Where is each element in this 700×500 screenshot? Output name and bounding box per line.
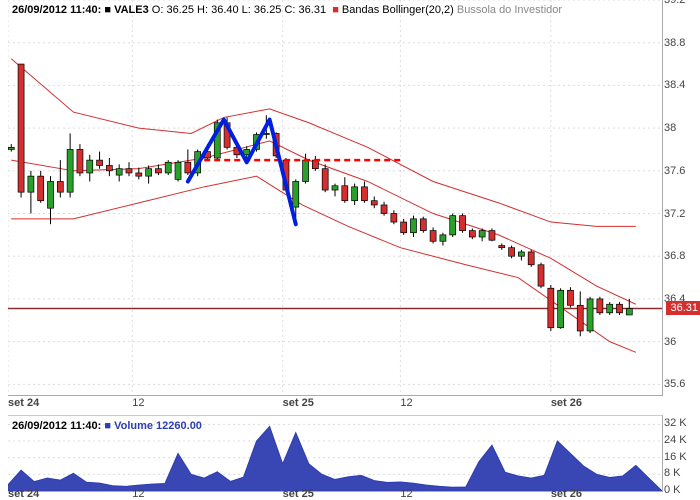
- volume-y-tick: 24 K: [664, 434, 687, 446]
- price-y-tick: 36: [664, 336, 698, 348]
- legend-ohlc: O: 36.25 H: 36.40 L: 36.25 C: 36.31: [152, 4, 326, 16]
- legend-bb: Bandas Bollinger(20,2): [342, 4, 454, 16]
- volume-chart[interactable]: 26/09/2012 11:40: ■ Volume 12260.00: [8, 415, 663, 492]
- volume-legend: 26/09/2012 11:40: ■ Volume 12260.00: [12, 420, 202, 432]
- price-y-tick: 38.8: [664, 37, 698, 49]
- bottom-x-tick: 12: [132, 488, 144, 500]
- bottom-x-tick: 12: [400, 488, 412, 500]
- legend-watermark: Bussola do Investidor: [457, 4, 562, 16]
- volume-y-tick: 0 K: [664, 484, 681, 496]
- price-y-tick: 35.6: [664, 378, 698, 390]
- price-legend: 26/09/2012 11:40: ■ VALE3 O: 36.25 H: 36…: [12, 4, 562, 16]
- volume-y-tick: 8 K: [664, 467, 681, 479]
- price-y-tick: 38.4: [664, 79, 698, 91]
- last-price-tag: 36.31: [666, 301, 700, 315]
- price-chart[interactable]: 26/09/2012 11:40: ■ VALE3 O: 36.25 H: 36…: [8, 0, 663, 396]
- price-y-tick: 36.8: [664, 250, 698, 262]
- price-y-tick: 37.2: [664, 208, 698, 220]
- bottom-x-tick: set 24: [8, 488, 39, 500]
- chart-container: 26/09/2012 11:40: ■ VALE3 O: 36.25 H: 36…: [0, 0, 700, 500]
- price-x-tick: set 24: [8, 397, 39, 409]
- price-x-tick: 12: [132, 397, 144, 409]
- vol-legend-value: Volume 12260.00: [114, 420, 202, 432]
- price-y-tick: 37.6: [664, 165, 698, 177]
- volume-y-tick: 16 K: [664, 451, 687, 463]
- price-x-tick: 12: [400, 397, 412, 409]
- price-y-tick: 39.2: [664, 0, 698, 6]
- volume-y-tick: 32 K: [664, 417, 687, 429]
- bottom-x-axis: set 24 12 set 25 12 set 26: [8, 486, 662, 500]
- bottom-x-tick: set 25: [283, 488, 314, 500]
- bottom-x-tick: set 26: [551, 488, 582, 500]
- vol-legend-ts: 26/09/2012 11:40:: [12, 420, 101, 432]
- price-x-tick: set 25: [283, 397, 314, 409]
- legend-timestamp: 26/09/2012 11:40:: [12, 4, 101, 16]
- price-x-tick: set 26: [551, 397, 582, 409]
- legend-symbol: VALE3: [114, 4, 149, 16]
- price-y-tick: 38: [664, 122, 698, 134]
